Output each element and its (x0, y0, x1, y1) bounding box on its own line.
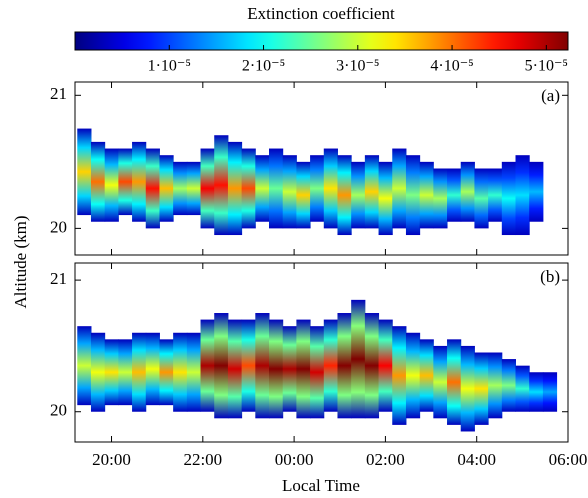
heatmap-column (227, 141, 243, 236)
heatmap-column (474, 168, 489, 229)
heatmap-column (186, 332, 202, 412)
heatmap-column (296, 161, 311, 229)
heatmap-column (118, 148, 133, 216)
heatmap-column (77, 326, 92, 406)
x-tick-label: 02:00 (366, 450, 405, 469)
x-tick-label: 00:00 (275, 450, 314, 469)
heatmap-column (269, 148, 284, 229)
colorbar (74, 31, 569, 51)
heatmap-column (515, 365, 530, 412)
heatmap-column (90, 141, 106, 222)
heatmap-column (269, 319, 284, 419)
y-axis-label: Altitude (km) (11, 215, 30, 308)
x-tick-label: 04:00 (457, 450, 496, 469)
heatmap-column (159, 339, 174, 406)
heatmap-column (460, 345, 475, 432)
heatmap-column (173, 332, 188, 412)
x-axis-label: Local Time (282, 476, 360, 495)
heatmap-column (364, 313, 380, 419)
heatmap-column (90, 332, 106, 412)
heatmap-column (501, 359, 517, 412)
heatmap-column (104, 148, 119, 222)
colorbar-tick-label: 4·10⁻⁵ (430, 58, 473, 75)
heatmap-column (104, 339, 119, 406)
y-tick-label: 21 (50, 84, 67, 103)
heatmap-column (200, 319, 215, 412)
x-tick-label: 06:00 (549, 450, 588, 469)
heatmap-column (419, 339, 434, 412)
heatmap-column (241, 319, 256, 412)
heatmap-column (282, 155, 297, 229)
heatmap-column (214, 135, 229, 236)
heatmap-column (200, 148, 215, 229)
heatmap-column (186, 161, 202, 216)
heatmap-column (501, 161, 517, 236)
heatmap-column (296, 319, 311, 419)
heatmap-column (214, 313, 229, 419)
heatmap-column (405, 332, 421, 419)
panel-label: (b) (540, 267, 560, 286)
colorbar-tick-label: 2·10⁻⁵ (242, 58, 285, 75)
heatmap-column (310, 326, 325, 419)
heatmap-column (515, 155, 530, 236)
y-tick-label: 20 (50, 217, 67, 236)
heatmap-column (77, 128, 92, 216)
heatmap-column (337, 155, 352, 236)
heatmap-column (488, 168, 503, 222)
heatmap-column (474, 352, 489, 425)
heatmap-column (173, 161, 188, 216)
heatmap-column (323, 319, 338, 412)
heatmap-column (351, 299, 366, 419)
heatmap-column (282, 326, 297, 412)
heatmap-column (118, 339, 133, 406)
panel-frame (74, 81, 569, 256)
colorbar-tick-label: 1·10⁻⁵ (148, 58, 191, 75)
heatmap-column (378, 161, 393, 236)
x-tick-label: 20:00 (92, 450, 131, 469)
heatmap-column (227, 319, 243, 419)
heatmap-column (433, 168, 448, 229)
heatmap-column (460, 161, 475, 222)
x-tick-label: 22:00 (183, 450, 222, 469)
heatmap-column (159, 155, 174, 222)
heatmap-column (447, 339, 462, 425)
panel-frame (74, 262, 569, 443)
heatmap-column (351, 161, 366, 229)
heatmap-panel (77, 299, 558, 432)
heatmap-column (433, 345, 448, 419)
heatmap-column (145, 332, 160, 406)
heatmap-column (241, 148, 256, 229)
heatmap-column (255, 313, 270, 419)
heatmap-column (529, 372, 544, 412)
heatmap-column (364, 155, 380, 229)
y-tick-label: 21 (50, 269, 67, 288)
heatmap-column (488, 352, 503, 419)
heatmap-column (392, 148, 407, 229)
heatmap-column (378, 319, 393, 412)
colorbar-tick-label: 5·10⁻⁵ (525, 58, 568, 75)
colorbar-tick-label: 3·10⁻⁵ (336, 58, 379, 75)
y-tick-label: 20 (50, 401, 67, 420)
heatmap-column (542, 372, 558, 412)
heatmap-column (310, 155, 325, 222)
panel-label: (a) (541, 86, 560, 105)
heatmap-column (145, 148, 160, 229)
heatmap-column (255, 155, 270, 222)
heatmap-column (323, 148, 338, 229)
heatmap-panel (77, 128, 544, 236)
colorbar-label: Extinction coefficient (247, 4, 395, 23)
heatmap-column (447, 168, 462, 222)
heatmap-column (337, 313, 352, 419)
heatmap-column (405, 155, 421, 236)
heatmap-column (419, 161, 434, 229)
heatmap-column (392, 326, 407, 425)
heatmap-column (132, 141, 147, 222)
heatmap-column (529, 161, 544, 222)
heatmap-column (132, 332, 147, 412)
